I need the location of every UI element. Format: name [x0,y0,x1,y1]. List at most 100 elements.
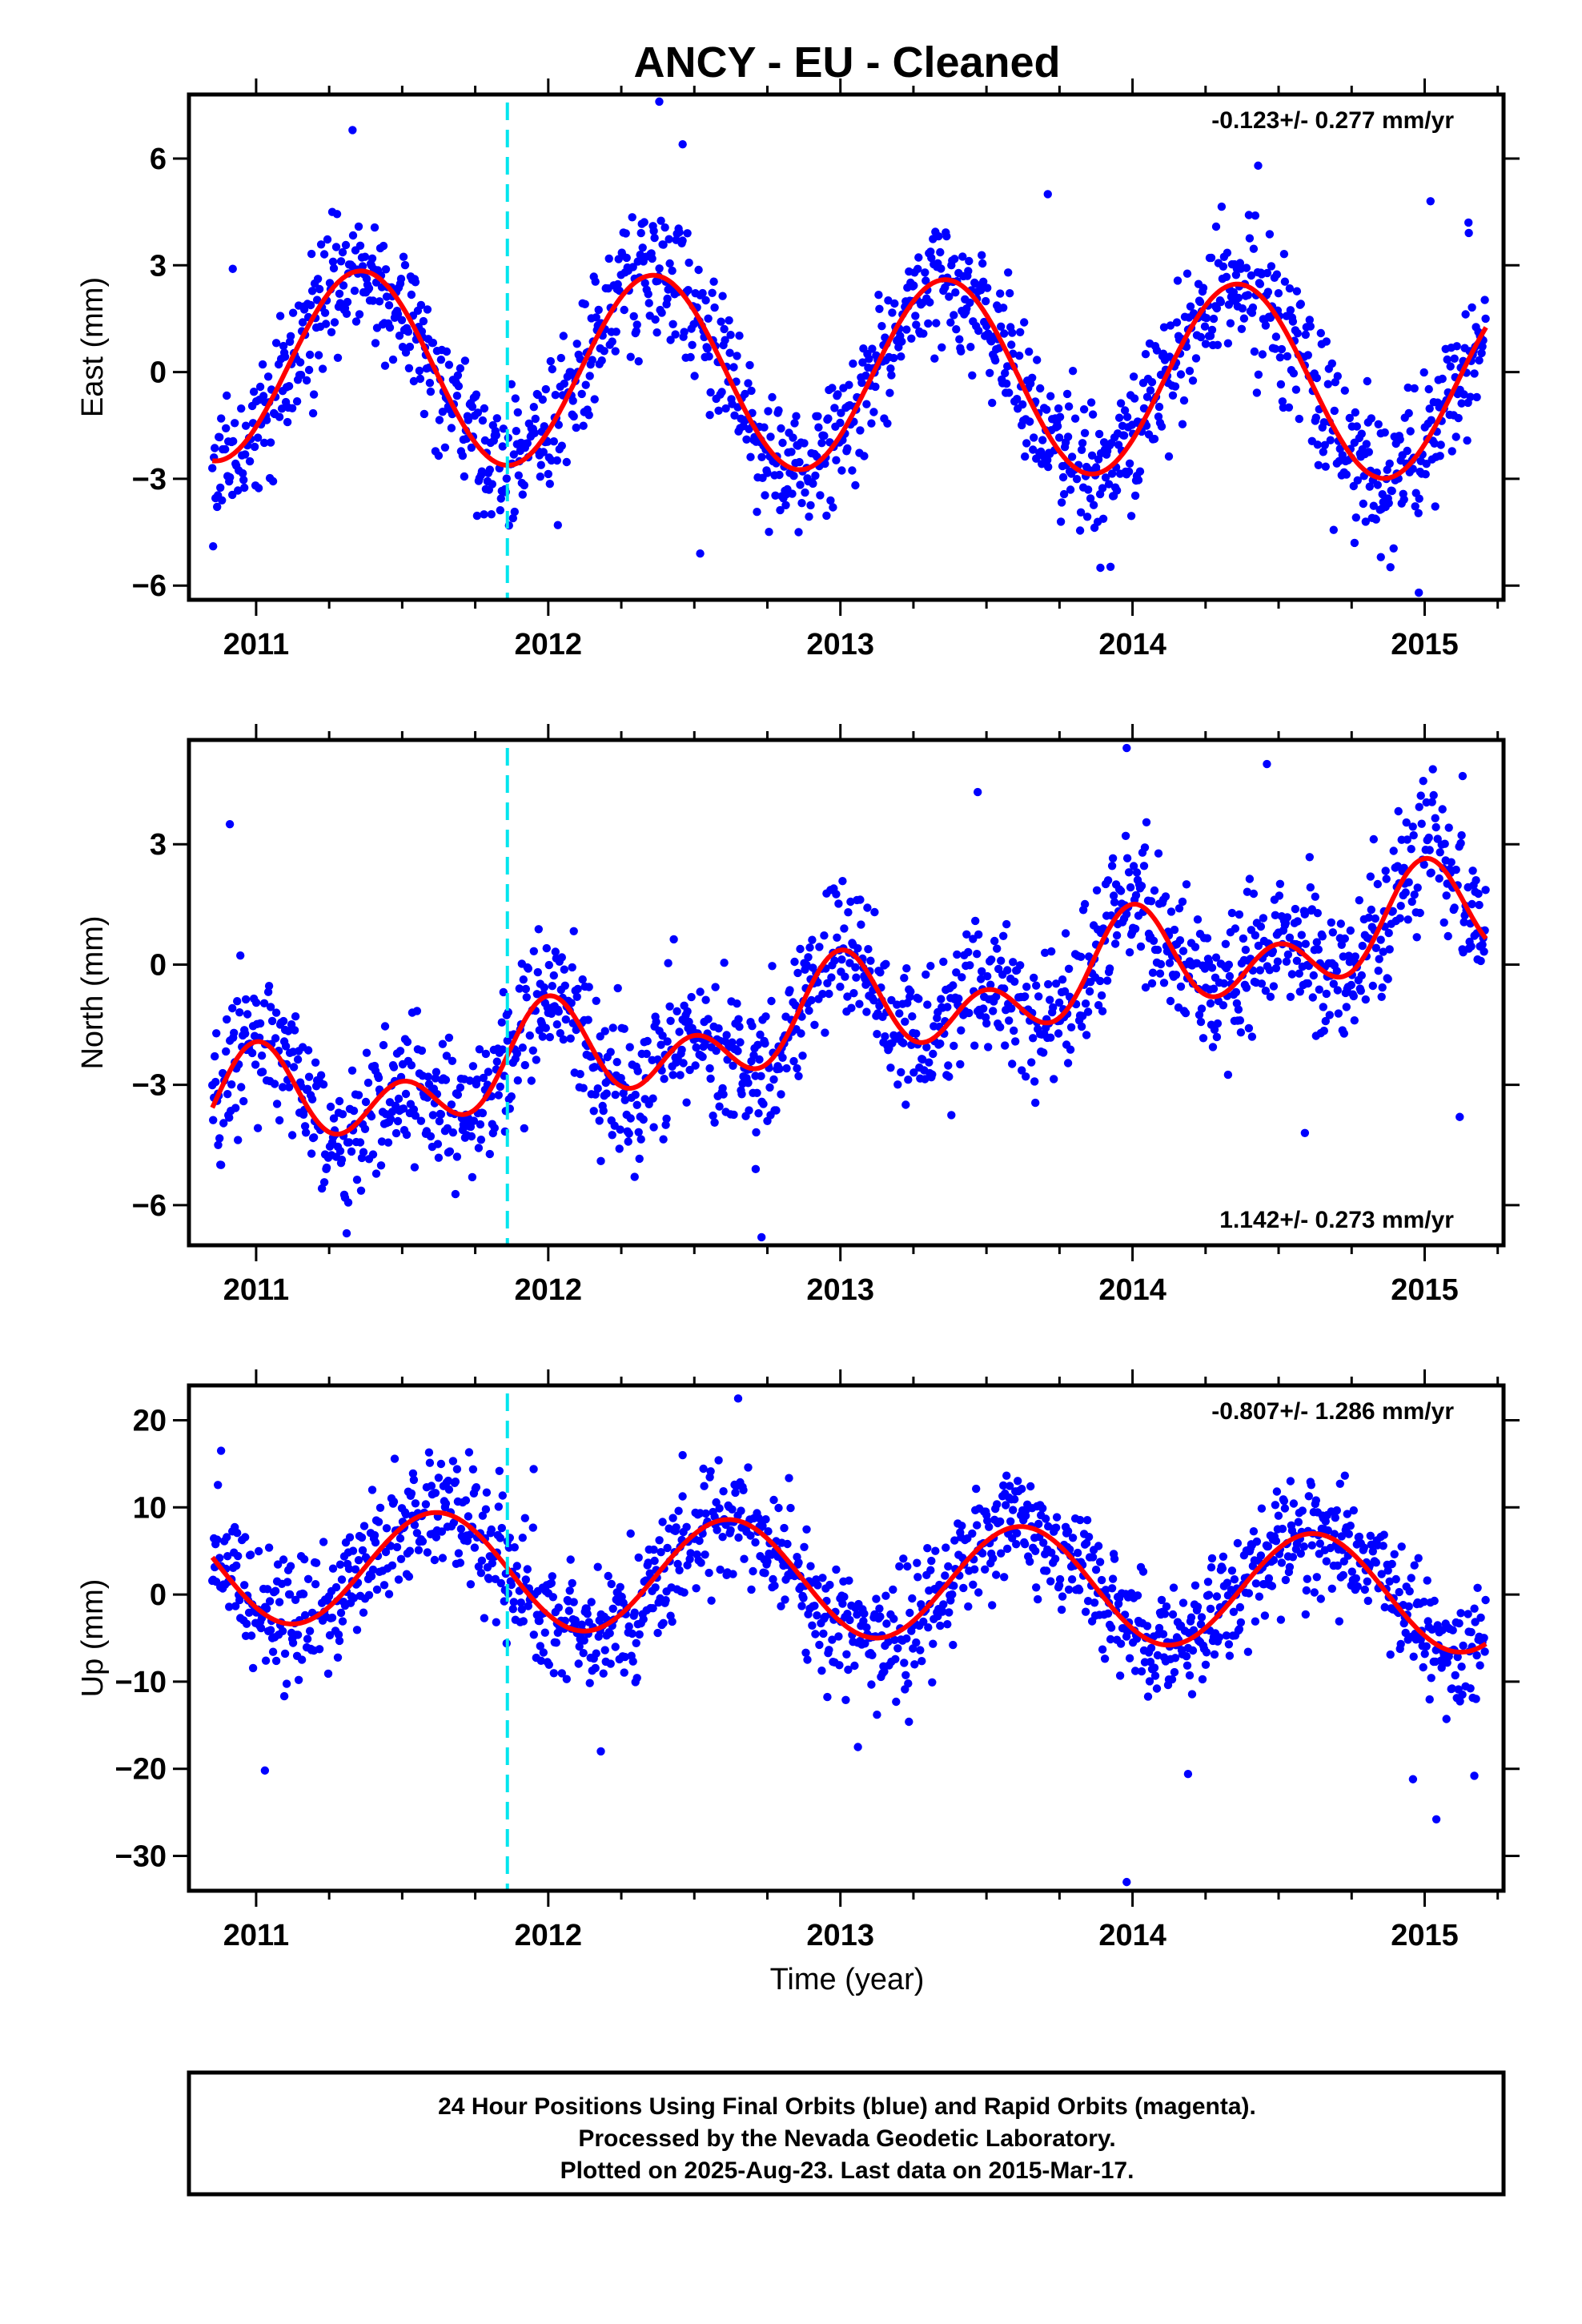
data-point [441,1499,451,1508]
data-point [1407,845,1415,854]
data-point [1308,993,1318,1002]
data-point [1247,271,1256,280]
data-point [1415,494,1423,503]
data-point [1397,1542,1406,1551]
data-point [1066,1045,1075,1054]
data-point [714,406,723,415]
data-point [1304,1492,1314,1501]
data-point [235,1595,244,1605]
data-point [1299,1542,1309,1551]
data-point [1406,427,1415,436]
data-point [1006,1517,1015,1526]
data-point [1457,830,1466,840]
data-point [1026,417,1034,426]
data-point [874,291,883,300]
data-point [1426,197,1435,206]
data-point [988,1601,997,1610]
data-point [404,328,413,336]
data-point [1097,1575,1106,1585]
data-point [1351,513,1361,522]
data-point [1481,886,1490,895]
data-point [746,1531,755,1540]
x-tick-label: 2014 [1098,1919,1166,1952]
data-point [1173,276,1182,285]
data-point [1235,1016,1245,1025]
data-point [1322,1557,1331,1566]
data-point [580,1636,588,1645]
data-point [260,1766,270,1775]
data-point [1129,862,1138,870]
data-point [755,1055,764,1064]
plot-frame [187,92,1506,602]
data-point [1147,378,1157,387]
data-point [673,1007,681,1016]
data-point [825,1646,833,1655]
data-point [869,996,878,1005]
data-point [1178,420,1187,428]
data-point [1041,948,1050,958]
data-point [360,1124,370,1134]
data-point [754,1109,763,1118]
data-point [893,1080,902,1089]
data-point [1101,473,1110,482]
data-point [309,390,319,399]
data-point [999,1481,1008,1490]
data-point [1242,263,1251,272]
data-point [509,1598,518,1606]
data-point [707,1596,716,1605]
data-point [860,452,869,460]
velocity-label: -0.123+/- 0.277 mm/yr [1211,107,1454,134]
data-point [1391,1574,1400,1584]
data-point [421,1500,431,1509]
data-point [1142,818,1151,826]
data-point [1371,914,1380,923]
data-point [472,1483,481,1492]
data-point [473,408,483,417]
data-point [1319,1027,1329,1035]
data-point [1139,404,1149,413]
data-point [921,970,930,979]
data-point [447,1100,456,1109]
data-point [1204,1590,1214,1599]
data-point [1014,1477,1022,1486]
data-point [411,1499,420,1508]
data-point [338,1617,347,1626]
data-point [1285,933,1295,943]
data-point [1332,967,1342,975]
data-point [538,395,547,404]
data-point [442,347,452,356]
data-point [1249,244,1259,253]
data-point [769,1574,777,1584]
data-point [384,1590,394,1598]
data-point [1340,1471,1350,1480]
data-point [887,371,896,380]
data-point [820,432,829,440]
data-point [876,968,885,977]
data-point [1320,440,1330,449]
data-point [1351,1574,1361,1583]
data-point [676,1071,685,1080]
data-point [574,1659,583,1668]
data-point [982,321,991,331]
data-point [1425,846,1434,854]
data-point [837,955,846,964]
data-point [1366,1531,1375,1541]
data-point [1238,304,1247,313]
data-point [882,1619,891,1628]
data-point [1472,876,1480,885]
data-point [287,404,297,412]
data-point [1247,1032,1257,1041]
data-point [468,1465,478,1474]
data-point [1444,823,1453,832]
data-point [794,1558,803,1567]
data-point [886,1063,895,1072]
data-point [847,1003,856,1012]
data-point [1314,945,1323,954]
data-point [1008,328,1017,337]
data-point [515,984,524,993]
data-point [265,1597,275,1606]
data-point [596,1156,605,1166]
data-point [924,1623,933,1632]
data-point [448,1128,458,1137]
